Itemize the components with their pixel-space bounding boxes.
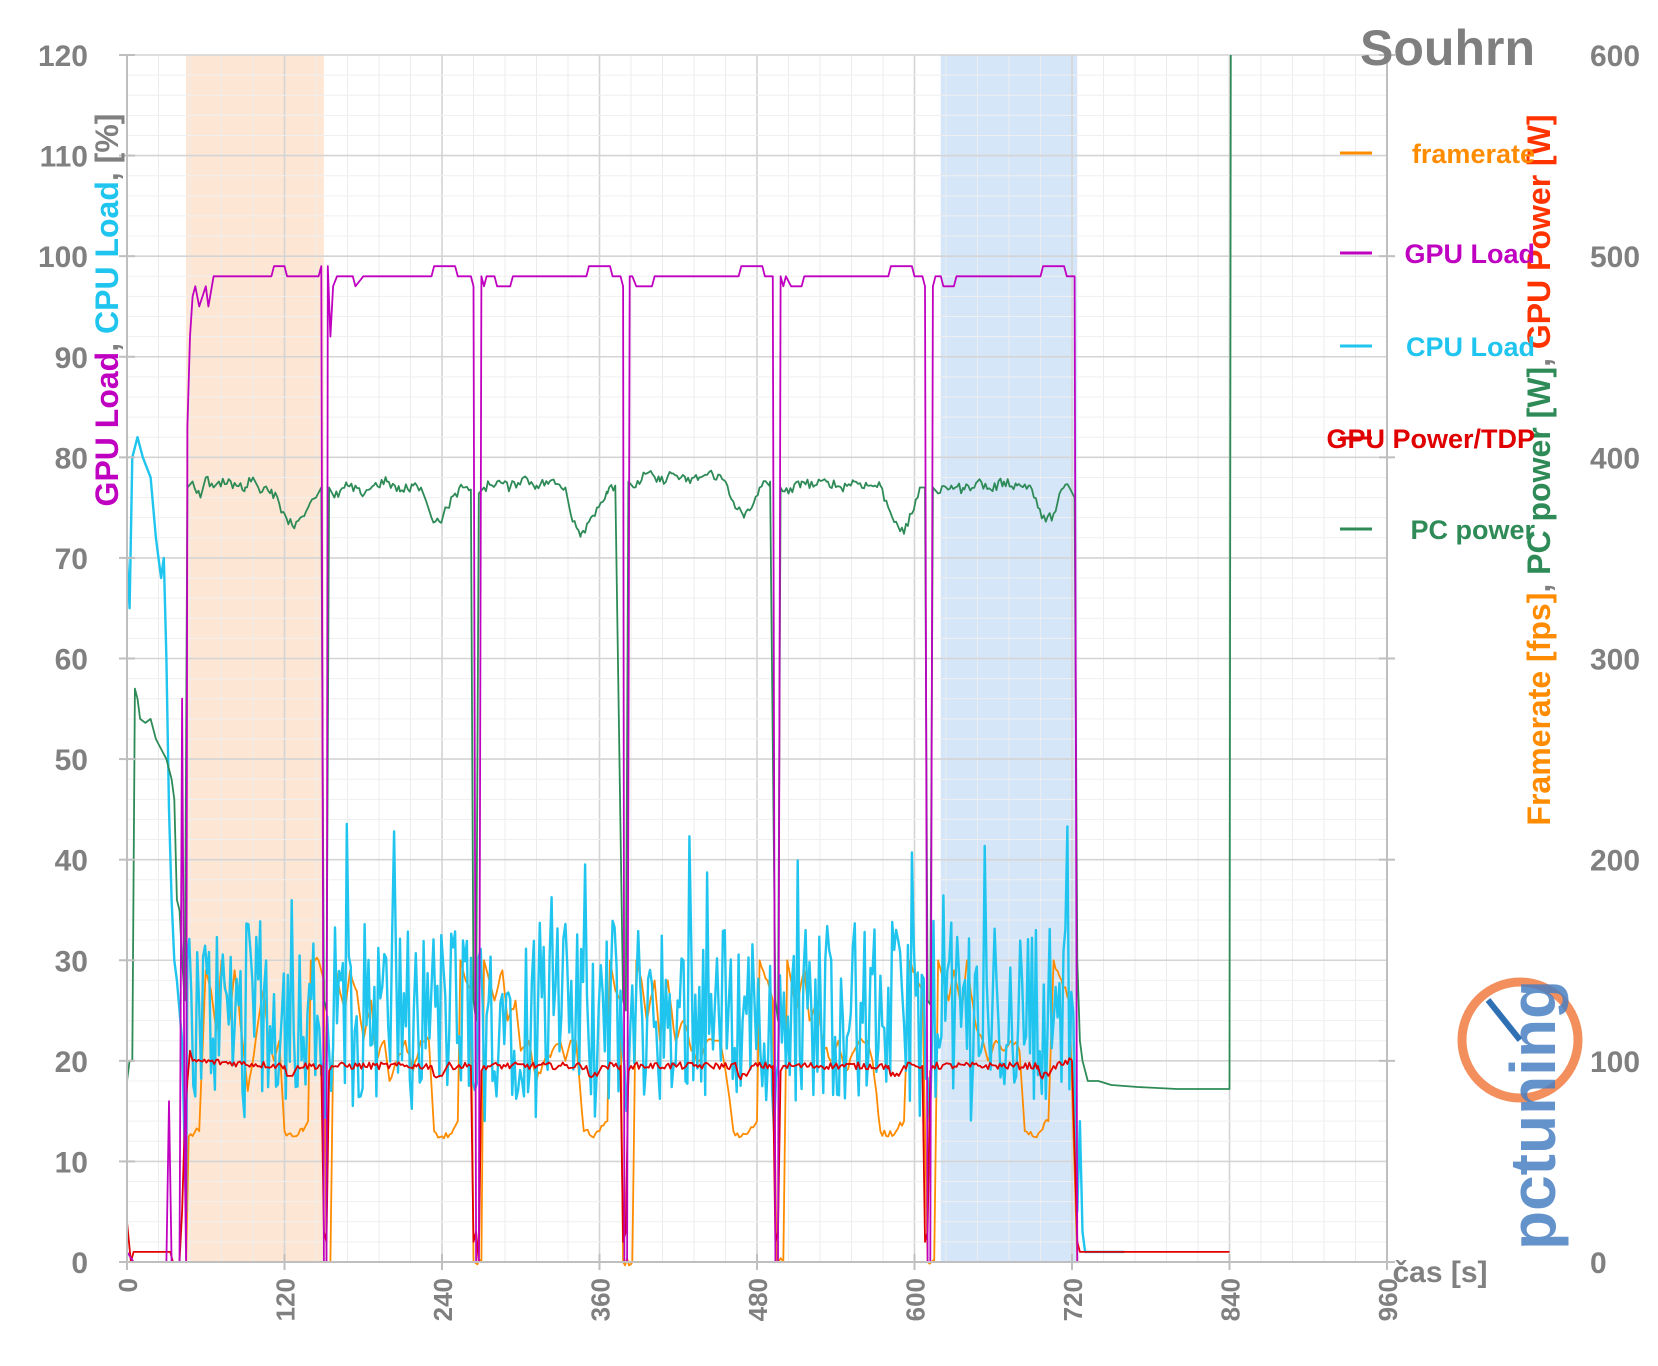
y-axis-label-right-text: Framerate [fps], PC power [W], GPU Power… bbox=[1521, 114, 1557, 825]
y-tick-label-right: 0 bbox=[1590, 1247, 1607, 1280]
y-axis-label-right-text-part: , bbox=[1521, 575, 1557, 593]
legend-label: GPU Load bbox=[1404, 239, 1535, 269]
x-tick-label: 840 bbox=[1216, 1278, 1246, 1321]
x-tick-label: 960 bbox=[1373, 1278, 1403, 1321]
y-tick-label-left: 80 bbox=[55, 442, 88, 475]
y-tick-label-left: 0 bbox=[71, 1247, 88, 1280]
legend-label: PC power bbox=[1410, 515, 1535, 545]
x-tick-label: 480 bbox=[743, 1278, 773, 1321]
x-tick-label: 600 bbox=[901, 1278, 931, 1321]
x-tick-label: 360 bbox=[586, 1278, 616, 1321]
y-axis-label-left-text-part: GPU Load bbox=[89, 352, 125, 507]
y-axis-label-right-text-part: PC power [W] bbox=[1521, 367, 1557, 575]
logo-text: pctuning bbox=[1497, 980, 1569, 1250]
series-line-gpu-load bbox=[126, 265, 1230, 1263]
legend-label: framerate bbox=[1412, 139, 1535, 169]
y-axis-label-right-text-part: GPU Power [W] bbox=[1521, 114, 1557, 349]
x-tick-label: 0 bbox=[113, 1278, 143, 1292]
legend-label: GPU Power/TDP bbox=[1326, 424, 1535, 454]
x-tick-label: 120 bbox=[271, 1278, 301, 1321]
legend-label: CPU Load bbox=[1406, 332, 1535, 362]
y-axis-label-left: GPU Load, CPU Load, [%] bbox=[89, 114, 125, 507]
series-line-pc-power bbox=[126, 54, 1232, 1090]
x-axis-label: čas [s] bbox=[1392, 1256, 1487, 1289]
y-axis-label-right-text-part: Framerate [fps] bbox=[1521, 593, 1557, 826]
legend: framerate GPU Load CPU Load GPU Power/TDP PC… bbox=[1326, 139, 1535, 545]
chart-title: Souhrn bbox=[1360, 20, 1535, 76]
y-axis-label-right: Framerate [fps], PC power [W], GPU Power… bbox=[1521, 114, 1557, 825]
y-tick-label-left: 20 bbox=[55, 1046, 88, 1079]
y-tick-label-left: 90 bbox=[55, 342, 88, 375]
y-tick-label-left: 60 bbox=[55, 644, 88, 677]
pctuning-logo: pctuning bbox=[1457, 977, 1583, 1250]
y-tick-label-left: 120 bbox=[38, 40, 88, 73]
y-axis-label-left-text-part: , [%] bbox=[89, 114, 125, 182]
y-tick-label-left: 30 bbox=[55, 945, 88, 978]
y-tick-label-right: 200 bbox=[1590, 845, 1640, 878]
y-tick-label-left: 70 bbox=[55, 543, 88, 576]
y-axis-label-left-text-part: CPU Load bbox=[89, 181, 125, 334]
x-tick-label: 720 bbox=[1058, 1278, 1088, 1321]
y-axis-label-left-text: GPU Load, CPU Load, [%] bbox=[89, 114, 125, 507]
y-tick-label-right: 400 bbox=[1590, 442, 1640, 475]
y-tick-label-left: 10 bbox=[55, 1146, 88, 1179]
tick-labels: 0 10 20 30 40 50 60 70 80 90 100 110 120 0 100 200 300 40… bbox=[38, 40, 1640, 1321]
y-tick-label-right: 100 bbox=[1590, 1046, 1640, 1079]
y-tick-label-right: 300 bbox=[1590, 644, 1640, 677]
y-tick-label-left: 110 bbox=[40, 141, 88, 174]
logo-needle bbox=[1485, 998, 1523, 1042]
y-tick-label-left: 50 bbox=[55, 744, 88, 777]
y-tick-label-left: 40 bbox=[55, 845, 88, 878]
y-tick-label-right: 600 bbox=[1590, 40, 1640, 73]
x-tick-label: 240 bbox=[428, 1278, 458, 1321]
y-tick-label-left: 100 bbox=[38, 241, 88, 274]
y-tick-label-right: 500 bbox=[1590, 241, 1640, 274]
y-axis-label-right-text-part: , bbox=[1521, 349, 1557, 367]
y-axis-label-left-text-part: , bbox=[89, 334, 125, 352]
logo-circle bbox=[1457, 977, 1583, 1103]
